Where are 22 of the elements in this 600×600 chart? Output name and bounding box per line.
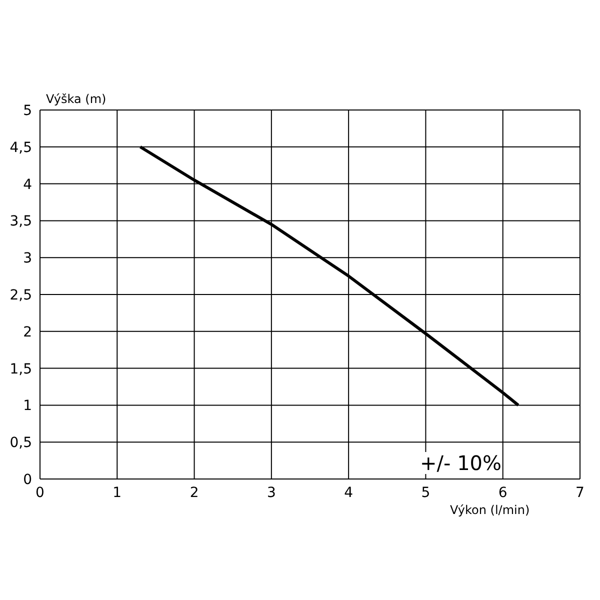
x-tick-label: 6 (498, 484, 508, 501)
x-axis-title: Výkon (l/min) (450, 503, 530, 517)
y-tick-label: 2 (23, 324, 32, 340)
y-tick-label: 3,5 (10, 214, 32, 230)
y-tick-label: 5 (23, 102, 32, 119)
y-tick-label: 3 (23, 250, 32, 267)
y-tick-label: 1 (23, 398, 32, 414)
y-tick-label: 4,5 (10, 140, 32, 156)
y-tick-label: 0 (23, 472, 32, 488)
x-tick-label: 1 (112, 484, 122, 501)
y-tick-label: 0,5 (10, 435, 32, 452)
y-tick-label: 2,5 (10, 287, 32, 304)
x-tick-label: 0 (36, 484, 44, 501)
y-axis-title: Výška (m) (46, 92, 106, 106)
annotation: +/- 10% (420, 451, 502, 475)
x-tick-label: 7 (576, 484, 584, 501)
x-tick-label: 5 (421, 484, 430, 501)
y-tick-label: 1,5 (10, 361, 32, 378)
y-tick-label: 4 (23, 176, 32, 193)
x-tick-label: 4 (344, 484, 354, 501)
x-tick-label: 3 (266, 484, 276, 501)
x-tick-label: 2 (190, 484, 199, 501)
